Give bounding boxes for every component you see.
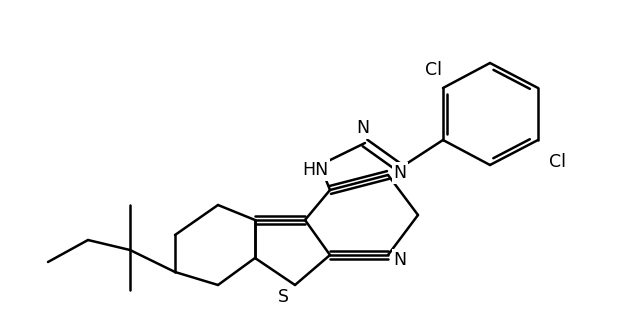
Text: Cl: Cl	[424, 61, 442, 79]
Text: Cl: Cl	[550, 153, 566, 171]
Text: N: N	[394, 251, 406, 269]
Text: N: N	[394, 164, 406, 182]
Text: S: S	[278, 288, 289, 306]
Text: HN: HN	[302, 161, 328, 179]
Text: N: N	[356, 119, 369, 137]
